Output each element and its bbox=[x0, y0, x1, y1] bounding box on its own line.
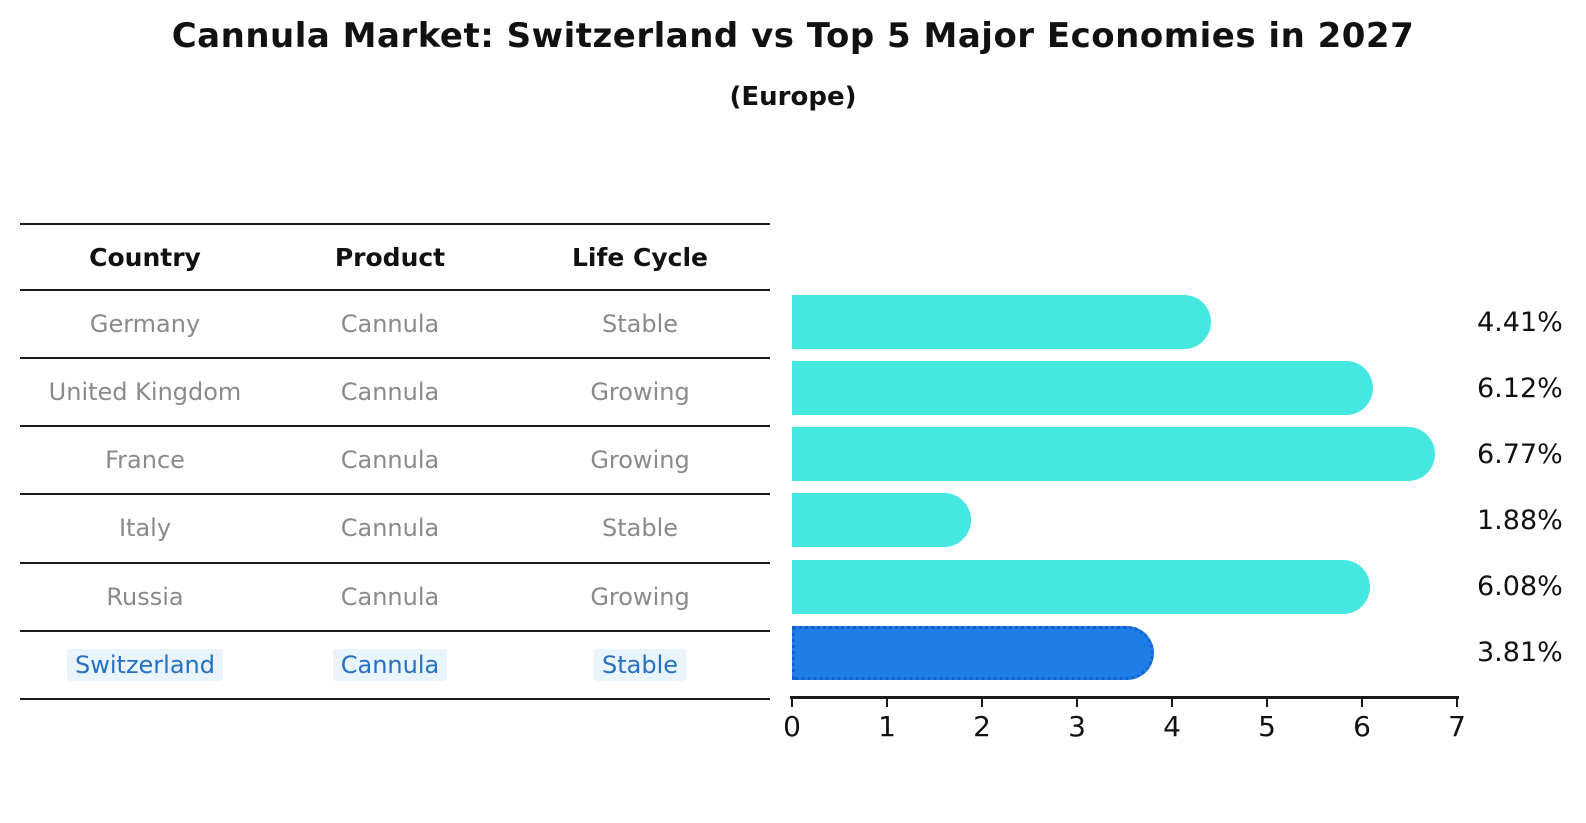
x-tick bbox=[1265, 698, 1269, 707]
cell-country: France bbox=[20, 446, 270, 474]
bar-slot bbox=[792, 554, 1472, 620]
x-tick bbox=[790, 698, 794, 707]
cell-product: Cannula bbox=[270, 514, 510, 542]
column-header-life-cycle: Life Cycle bbox=[571, 242, 709, 272]
life-cycle-label: Stable bbox=[601, 514, 679, 543]
life-cycle-label: Growing bbox=[590, 446, 690, 475]
value-label: 3.81% bbox=[1477, 637, 1563, 669]
value-label: 6.12% bbox=[1477, 372, 1563, 404]
cell-life-cycle: Stable bbox=[510, 310, 770, 338]
cell-life-cycle: Stable bbox=[510, 514, 770, 542]
bar-slot bbox=[792, 620, 1472, 686]
cell-product: Cannula bbox=[270, 446, 510, 474]
x-tick bbox=[1360, 698, 1364, 707]
country-label: Russia bbox=[106, 582, 184, 611]
x-tick-label: 6 bbox=[1353, 710, 1371, 743]
product-label: Cannula bbox=[340, 582, 440, 611]
table-row: Germany Cannula Stable bbox=[20, 291, 770, 360]
cell-life-cycle: Growing bbox=[510, 446, 770, 474]
country-label: United Kingdom bbox=[48, 378, 242, 407]
value-label-slot: 3.81% bbox=[1477, 620, 1585, 686]
chart-subtitle: (Europe) bbox=[729, 82, 857, 112]
cell-country: Italy bbox=[20, 514, 270, 542]
value-label: 1.88% bbox=[1477, 504, 1563, 536]
country-label: Italy bbox=[118, 514, 172, 543]
bar-slot bbox=[792, 487, 1472, 553]
value-label: 6.77% bbox=[1477, 438, 1563, 470]
product-label: Cannula bbox=[340, 310, 440, 339]
x-tick-label: 1 bbox=[878, 710, 896, 743]
cell-life-cycle: Stable bbox=[510, 648, 770, 681]
x-axis-line bbox=[790, 696, 1459, 699]
x-tick-label: 0 bbox=[783, 710, 801, 743]
table-row: Italy Cannula Stable bbox=[20, 495, 770, 564]
product-label: Cannula bbox=[340, 446, 440, 475]
product-label: Cannula bbox=[340, 514, 440, 543]
x-tick bbox=[1455, 698, 1459, 707]
cell-life-cycle: Growing bbox=[510, 378, 770, 406]
value-labels: 4.41% 6.12% 6.77% 1.88% 6.08% 3.81% bbox=[1477, 289, 1585, 686]
life-cycle-label: Growing bbox=[590, 582, 690, 611]
column-header-product: Product bbox=[334, 242, 446, 272]
x-tick bbox=[885, 698, 889, 707]
column-header-country: Country bbox=[89, 242, 201, 272]
x-tick bbox=[1075, 698, 1079, 707]
bar-switzerland bbox=[792, 625, 1154, 680]
value-label-slot: 6.08% bbox=[1477, 554, 1585, 620]
bar-italy bbox=[792, 493, 971, 548]
bar-united-kingdom bbox=[792, 361, 1374, 416]
cell-life-cycle: Growing bbox=[510, 583, 770, 611]
country-label: France bbox=[105, 446, 185, 475]
country-label: Switzerland bbox=[67, 648, 223, 681]
x-tick-label: 7 bbox=[1448, 710, 1466, 743]
cell-product: Cannula bbox=[270, 310, 510, 338]
cell-country: Russia bbox=[20, 583, 270, 611]
value-label-slot: 6.12% bbox=[1477, 355, 1585, 421]
value-label-slot: 4.41% bbox=[1477, 289, 1585, 355]
x-tick-label: 3 bbox=[1068, 710, 1086, 743]
cell-product: Cannula bbox=[270, 583, 510, 611]
bar-chart bbox=[792, 289, 1472, 686]
bar-slot bbox=[792, 355, 1472, 421]
cell-country: Switzerland bbox=[20, 648, 270, 681]
x-tick bbox=[980, 698, 984, 707]
x-tick-label: 2 bbox=[973, 710, 991, 743]
table-row-switzerland: Switzerland Cannula Stable bbox=[20, 632, 770, 700]
cell-country: Germany bbox=[20, 310, 270, 338]
bar-france bbox=[792, 427, 1436, 482]
table-row: United Kingdom Cannula Growing bbox=[20, 359, 770, 428]
product-label: Cannula bbox=[340, 378, 440, 407]
bar-slot bbox=[792, 289, 1472, 355]
cell-product: Cannula bbox=[270, 648, 510, 681]
value-label-slot: 6.77% bbox=[1477, 421, 1585, 487]
table-row: Russia Cannula Growing bbox=[20, 564, 770, 632]
bar-russia bbox=[792, 559, 1370, 614]
life-cycle-label: Growing bbox=[590, 378, 690, 407]
value-label: 6.08% bbox=[1477, 571, 1563, 603]
life-cycle-label: Stable bbox=[601, 310, 679, 339]
chart-title: Cannula Market: Switzerland vs Top 5 Maj… bbox=[171, 16, 1415, 56]
cell-country: United Kingdom bbox=[20, 378, 270, 406]
x-tick bbox=[1170, 698, 1174, 707]
value-label: 4.41% bbox=[1477, 306, 1563, 338]
product-label: Cannula bbox=[332, 648, 448, 681]
bar-slot bbox=[792, 421, 1472, 487]
country-label: Germany bbox=[89, 310, 201, 339]
table-header-row: Country Product Life Cycle bbox=[20, 225, 770, 291]
country-table: Country Product Life Cycle Germany Cannu… bbox=[20, 223, 770, 700]
x-tick-label: 5 bbox=[1258, 710, 1276, 743]
value-label-slot: 1.88% bbox=[1477, 487, 1585, 553]
x-tick-label: 4 bbox=[1163, 710, 1181, 743]
life-cycle-label: Stable bbox=[593, 648, 687, 681]
cell-product: Cannula bbox=[270, 378, 510, 406]
bar-germany bbox=[792, 295, 1211, 350]
table-row: France Cannula Growing bbox=[20, 427, 770, 496]
